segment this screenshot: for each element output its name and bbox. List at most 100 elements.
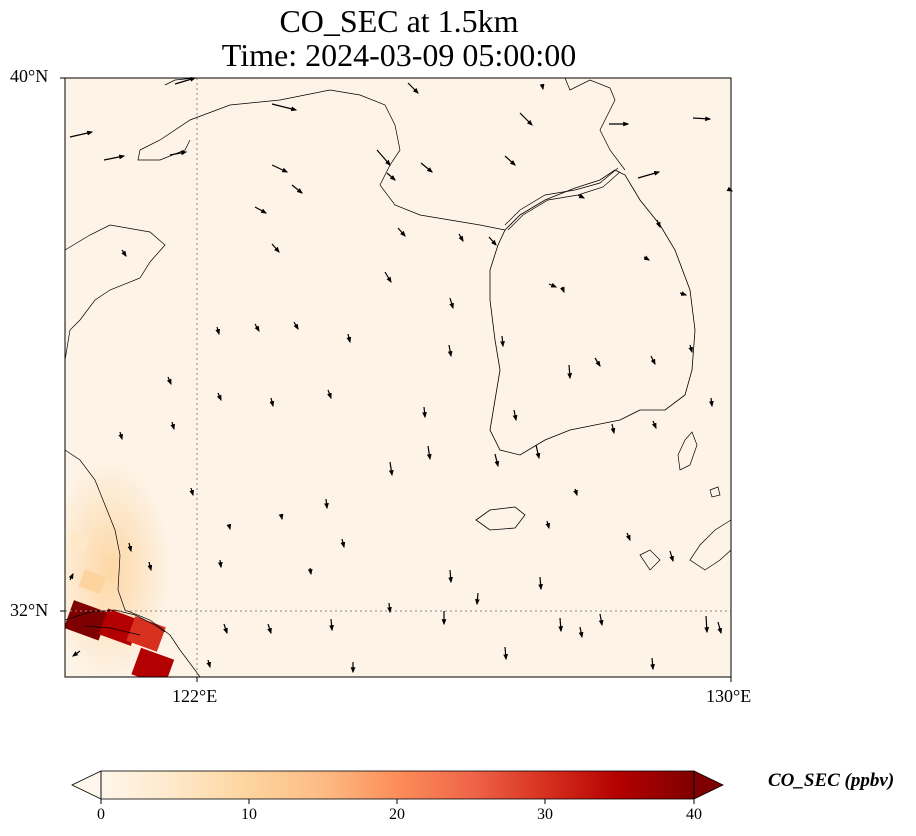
wind-arrow-80 bbox=[643, 255, 651, 261]
wind-arrow-28 bbox=[346, 333, 352, 344]
lon-label-130E: 130°E bbox=[706, 686, 752, 706]
colorbar-tick-10: 10 bbox=[241, 806, 257, 823]
jiangsu-coast bbox=[65, 449, 201, 677]
goto-islands bbox=[639, 486, 721, 571]
wind-arrow-33 bbox=[650, 355, 656, 366]
wind-arrow-39 bbox=[512, 409, 518, 422]
wind-arrow-59 bbox=[448, 569, 453, 584]
wind-arrow-18 bbox=[397, 227, 406, 237]
wind-arrow-77 bbox=[72, 650, 81, 657]
wind-arrow-79 bbox=[548, 282, 558, 288]
wind-arrow-69 bbox=[223, 623, 228, 635]
wind-arrow-81 bbox=[679, 291, 688, 296]
wind-arrow-49 bbox=[278, 513, 284, 521]
wind-arrow-54 bbox=[669, 550, 674, 563]
wind-arrow-26 bbox=[254, 323, 260, 333]
wind-arrow-50 bbox=[226, 523, 232, 531]
wind-arrow-60 bbox=[538, 576, 543, 591]
figure-title: CO_SEC at 1.5km Time: 2024-03-09 05:00:0… bbox=[0, 4, 798, 72]
colorbar-tick-20: 20 bbox=[389, 806, 405, 823]
wind-arrow-0 bbox=[69, 130, 94, 138]
wind-arrow-68 bbox=[717, 621, 723, 635]
wind-arrow-73 bbox=[650, 657, 655, 671]
wind-arrow-53 bbox=[625, 532, 631, 542]
wind-arrow-30 bbox=[500, 335, 505, 348]
wind-arrow-5 bbox=[271, 164, 289, 173]
wind-arrow-14 bbox=[692, 116, 712, 122]
wind-arrow-8 bbox=[376, 149, 391, 166]
colorbar-tick-0: 0 bbox=[97, 806, 105, 823]
wind-arrow-52 bbox=[545, 520, 550, 530]
wind-arrow-66 bbox=[598, 613, 604, 627]
wind-arrow-44 bbox=[426, 445, 432, 461]
wind-arrow-6 bbox=[291, 184, 303, 194]
colorbar-tick-30: 30 bbox=[537, 806, 553, 823]
bohai-inner bbox=[137, 78, 196, 161]
wind-arrow-4 bbox=[271, 103, 298, 112]
hotspot-cell-0 bbox=[65, 600, 109, 641]
wind-arrow-42 bbox=[170, 421, 175, 431]
wind-arrow-56 bbox=[147, 561, 153, 572]
wind-arrow-24 bbox=[449, 297, 454, 310]
colorbar-tick-40: 40 bbox=[686, 806, 702, 823]
wind-arrow-58 bbox=[307, 567, 313, 576]
wind-arrow-67 bbox=[704, 615, 710, 634]
wind-arrow-10 bbox=[407, 82, 419, 94]
wind-arrow-11 bbox=[519, 112, 533, 126]
map-panel bbox=[65, 78, 731, 677]
wind-arrow-20 bbox=[488, 236, 497, 246]
hotspot-cell-5 bbox=[67, 532, 90, 553]
wind-arrow-62 bbox=[387, 602, 392, 614]
korea-peninsula bbox=[489, 169, 696, 456]
wind-arrow-25 bbox=[215, 326, 220, 336]
wind-arrow-40 bbox=[535, 444, 541, 460]
wind-arrow-47 bbox=[189, 487, 194, 497]
lat-label-40N: 40°N bbox=[10, 66, 49, 86]
map-frame bbox=[64, 77, 732, 678]
wind-arrow-46 bbox=[573, 488, 578, 497]
lat-label-32N: 32°N bbox=[10, 600, 49, 620]
wind-arrow-31 bbox=[567, 364, 573, 380]
wind-arrow-38 bbox=[422, 406, 427, 419]
wind-arrow-1 bbox=[103, 154, 126, 161]
wind-arrow-85 bbox=[688, 344, 693, 354]
jeju-island bbox=[475, 506, 526, 531]
wind-arrow-21 bbox=[271, 243, 280, 253]
shandong-coast bbox=[65, 224, 166, 361]
wind-arrow-61 bbox=[475, 592, 480, 606]
wind-arrow-27 bbox=[293, 321, 299, 331]
colorbar-extend-min bbox=[71, 770, 102, 800]
wind-arrow-65 bbox=[578, 626, 584, 639]
wind-arrow-15 bbox=[637, 171, 661, 179]
wind-arrow-37 bbox=[327, 389, 332, 400]
colorbar-extend-max bbox=[693, 770, 724, 800]
wind-arrow-64 bbox=[558, 617, 564, 633]
japan-kyushu bbox=[689, 519, 731, 571]
wind-arrow-2 bbox=[169, 150, 188, 156]
lon-label-122E: 122°E bbox=[172, 686, 218, 706]
wind-arrow-83 bbox=[559, 286, 565, 294]
colorbar-gradient bbox=[101, 771, 694, 799]
yangtze-estuary bbox=[65, 609, 166, 636]
wind-arrow-35 bbox=[216, 392, 222, 402]
hotspot-cell-4 bbox=[78, 569, 107, 595]
title-line2: Time: 2024-03-09 05:00:00 bbox=[221, 37, 577, 73]
wind-arrow-71 bbox=[329, 618, 334, 632]
wind-arrow-43 bbox=[388, 461, 394, 477]
wind-arrow-82 bbox=[655, 219, 661, 229]
wind-arrow-74 bbox=[206, 659, 211, 669]
wind-arrow-9 bbox=[386, 172, 396, 181]
wind-arrow-16 bbox=[577, 193, 586, 199]
wind-arrow-22 bbox=[121, 249, 127, 257]
wind-arrow-45 bbox=[494, 453, 500, 468]
colorbar-label: CO_SEC (ppbv) bbox=[768, 770, 895, 791]
wind-arrow-17 bbox=[420, 162, 433, 173]
wind-arrow-34 bbox=[166, 376, 172, 386]
wind-arrow-48 bbox=[324, 498, 329, 510]
wind-arrow-87 bbox=[651, 420, 657, 430]
wind-arrow-12 bbox=[504, 155, 516, 166]
wind-arrow-55 bbox=[127, 542, 133, 553]
field-background bbox=[65, 78, 731, 677]
wind-arrow-36 bbox=[269, 397, 275, 408]
